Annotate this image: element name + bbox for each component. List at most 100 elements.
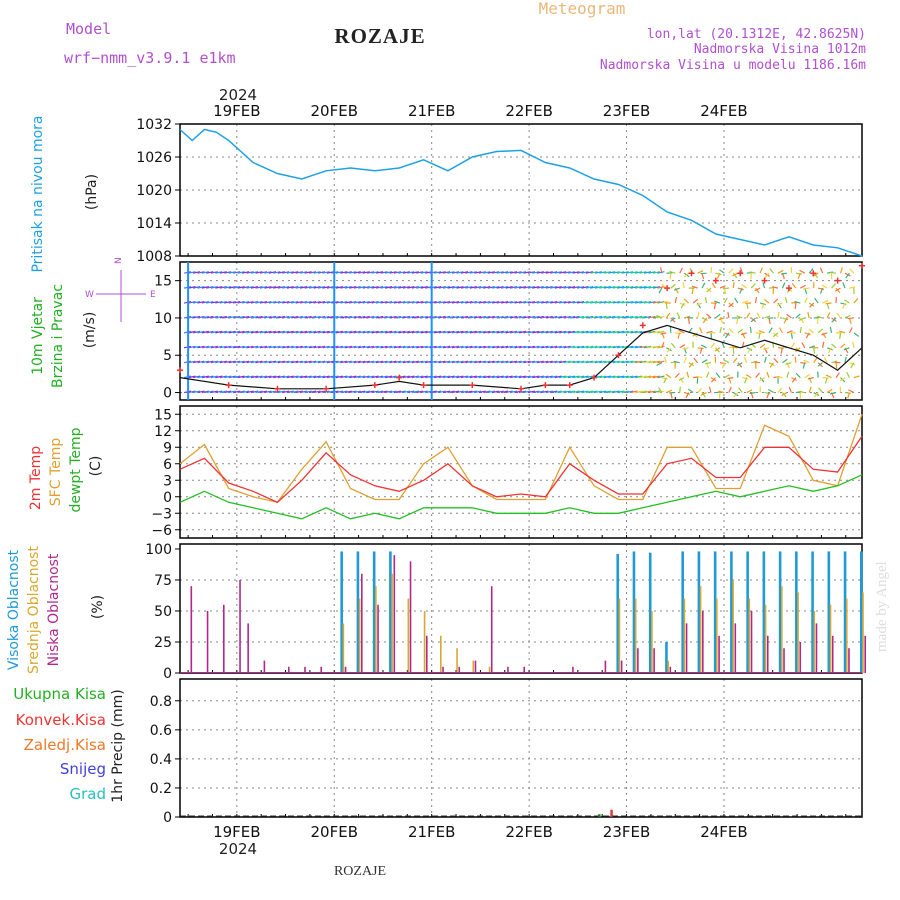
wind-barb	[228, 300, 236, 304]
wind-barb	[554, 315, 562, 319]
wind-barb	[704, 297, 708, 304]
wind-barb	[652, 300, 661, 304]
wind-barb	[701, 282, 706, 289]
wind-barb	[746, 347, 753, 351]
wind-barb	[344, 375, 352, 379]
wind-barb	[728, 386, 732, 393]
wind-barb	[523, 286, 531, 289]
wind-barb	[456, 300, 464, 304]
wind-barb	[842, 282, 846, 289]
wind-barb	[358, 360, 366, 364]
wind-barb	[474, 360, 482, 364]
wind-barb	[732, 282, 735, 289]
wind-gust-mark	[664, 285, 671, 292]
wind-barb	[652, 286, 661, 289]
wind-barb	[634, 390, 643, 394]
wind-barb	[447, 330, 455, 334]
wind-barb	[313, 271, 321, 274]
wind-barb	[581, 300, 589, 304]
wind-barb	[665, 312, 671, 319]
wind-barb	[680, 302, 685, 309]
wind-barb	[500, 315, 509, 319]
wind-barb	[380, 271, 388, 274]
wind-barb	[286, 360, 294, 364]
wind-barb	[523, 330, 531, 334]
wind-barb	[317, 271, 326, 274]
wind-barb	[723, 297, 728, 304]
wind-barb	[393, 390, 402, 394]
wind-barb	[799, 269, 806, 274]
precip-panel: 0.8 0.6 0.4 0.2 0	[150, 678, 863, 826]
wind-barb	[250, 315, 259, 319]
wind-barb	[541, 360, 549, 364]
wind-barb	[677, 332, 681, 339]
wind-barb	[407, 330, 415, 334]
wind-barb	[273, 345, 281, 349]
wind-barb	[215, 300, 223, 304]
cloud-bar-high	[616, 553, 620, 673]
wind-barb	[411, 315, 419, 319]
wind-barb	[608, 375, 616, 379]
wind-barb	[781, 392, 788, 397]
wind-barb	[545, 315, 553, 319]
year-top: 2024	[219, 86, 257, 104]
wind-barb	[844, 299, 850, 304]
wind-barb	[438, 271, 446, 274]
wind-barb	[358, 286, 366, 289]
cloud-bar-low	[864, 635, 866, 673]
wind-barb	[772, 332, 779, 338]
wind-barb	[728, 345, 735, 349]
wind-barb	[241, 375, 250, 379]
wind-barb	[603, 375, 611, 379]
wind-barb	[581, 375, 589, 379]
wind-barb	[626, 360, 634, 364]
wind-barb	[599, 300, 607, 304]
wind-barb	[711, 377, 716, 383]
wind-barb	[273, 286, 281, 289]
wind-barb	[197, 345, 205, 349]
wind-barb	[322, 300, 330, 304]
wind-barb	[657, 271, 665, 274]
wind-barb	[273, 330, 281, 334]
date-bottom-label-5: 24FEB	[700, 823, 747, 841]
wind-barb	[447, 315, 455, 319]
cloud-bar-low	[799, 641, 802, 673]
wind-barb	[576, 390, 585, 394]
wind-barb	[250, 330, 259, 334]
wind-barb	[621, 330, 629, 334]
wind-barb	[384, 286, 393, 289]
cloud-bar-low	[263, 660, 266, 673]
wind-barb	[277, 271, 285, 274]
wind-barb	[416, 360, 424, 364]
wind-barb	[259, 300, 268, 304]
wind-barb	[384, 375, 393, 379]
wind-barb	[719, 285, 726, 289]
wind-barb	[732, 357, 738, 364]
wind-barb	[393, 315, 402, 319]
wind-barb	[358, 271, 366, 274]
wind-barb	[308, 271, 317, 274]
wind-barb	[304, 330, 312, 334]
dewpt-line	[179, 474, 863, 520]
wind-barb	[656, 362, 663, 367]
wind-barb	[665, 302, 668, 310]
wind-barb	[492, 286, 500, 289]
wind-barb	[434, 360, 442, 364]
wind-barb	[567, 300, 576, 304]
cloud-bar-mid	[488, 666, 491, 673]
wind-barb	[686, 371, 690, 378]
wind-barb	[456, 345, 464, 349]
wind-barb	[407, 360, 415, 364]
wind-barb	[215, 390, 223, 394]
wind-barb	[447, 271, 455, 274]
cloud-bar-mid	[472, 660, 475, 673]
wind-barb	[603, 390, 611, 394]
wind-barb	[715, 372, 721, 378]
wind-barb	[713, 302, 717, 310]
wind-barb	[367, 375, 375, 379]
wind-gust-mark	[225, 382, 232, 389]
wind-barb	[487, 300, 495, 304]
wind-barb	[344, 360, 352, 364]
wind-barb	[384, 360, 393, 364]
